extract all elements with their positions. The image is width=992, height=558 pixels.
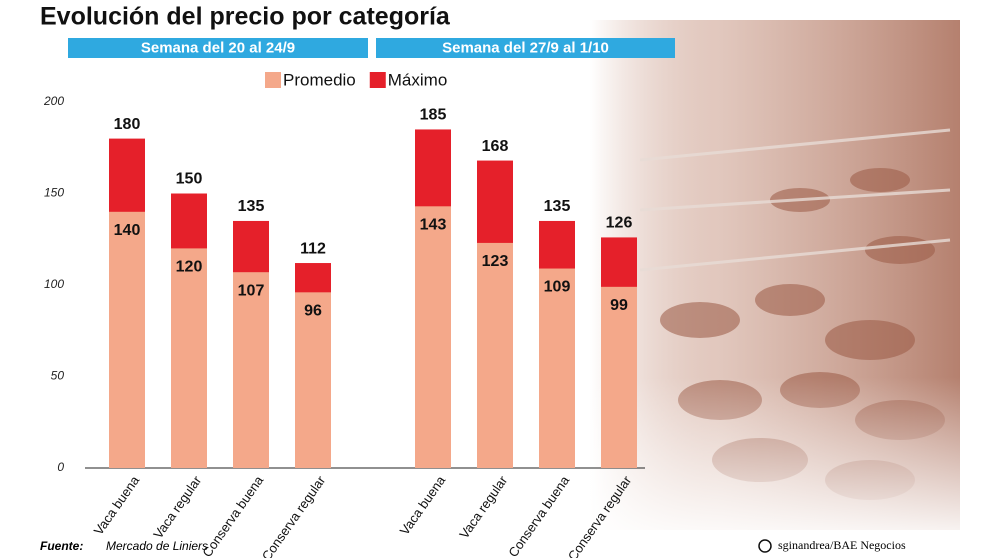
x-tick-label: Vaca buena — [91, 472, 143, 537]
x-tick-label: Vaca buena — [397, 472, 449, 537]
value-label: 150 — [176, 171, 203, 188]
x-tick-label: Vaca regular — [150, 473, 204, 542]
y-tick-label: 0 — [57, 460, 64, 474]
bar — [601, 286, 637, 468]
bar — [109, 211, 145, 469]
legend-swatch — [265, 72, 281, 88]
value-label: 140 — [114, 222, 141, 239]
value-label: 135 — [544, 198, 571, 215]
legend-swatch — [369, 72, 386, 88]
bar — [295, 292, 331, 468]
chart-title: Evolución del precio por categoría — [40, 3, 451, 31]
bar — [171, 248, 207, 468]
value-label: 112 — [300, 240, 326, 257]
x-tick-label: Conserva buena — [505, 472, 572, 558]
y-tick-label: 150 — [44, 186, 64, 200]
instagram-icon — [758, 539, 772, 553]
x-tick-label: Conserva buena — [199, 472, 266, 558]
value-label: 120 — [176, 259, 203, 276]
week-header — [376, 38, 675, 58]
week-header — [68, 38, 368, 58]
value-label: 185 — [420, 107, 447, 124]
y-tick-label: 100 — [44, 277, 64, 291]
source: Mercado de Liniers — [106, 539, 208, 553]
bar — [539, 268, 575, 468]
background-photo — [590, 20, 960, 530]
value-label: 99 — [610, 297, 628, 314]
value-label: 123 — [482, 253, 509, 270]
bar — [415, 206, 451, 468]
y-tick-label: 200 — [43, 94, 64, 108]
value-label: 107 — [238, 282, 265, 299]
credit: sginandrea/BAE Negocios — [778, 538, 906, 552]
bar — [477, 242, 513, 468]
x-tick-label: Conserva regular — [259, 473, 329, 558]
x-tick-label: Vaca regular — [456, 473, 510, 542]
legend-label: Máximo — [388, 70, 448, 89]
value-label: 135 — [238, 198, 265, 215]
source-label: Fuente: — [40, 539, 83, 553]
week-title: Semana del 27/9 al 1/10 — [442, 39, 609, 56]
value-label: 180 — [114, 116, 141, 133]
legend-label: Promedio — [283, 70, 356, 89]
y-tick-label: 50 — [51, 369, 65, 383]
value-label: 143 — [420, 217, 447, 234]
bar — [233, 272, 269, 468]
value-label: 96 — [304, 303, 322, 320]
week-title: Semana del 20 al 24/9 — [141, 39, 295, 56]
value-label: 109 — [544, 279, 571, 296]
value-label: 168 — [482, 138, 509, 155]
value-label: 126 — [606, 215, 633, 232]
